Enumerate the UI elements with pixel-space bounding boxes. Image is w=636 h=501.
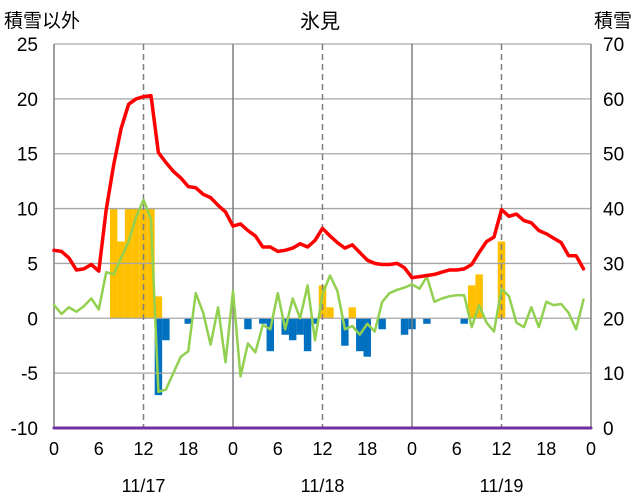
series-2-bar xyxy=(259,318,267,324)
date-label: 11/17 xyxy=(122,476,166,496)
x-tick-label: 12 xyxy=(312,439,332,459)
y-tick-label: 20 xyxy=(17,90,38,111)
series-2-bar xyxy=(162,318,170,341)
series-5-line xyxy=(52,93,586,280)
y2-tick-label: 10 xyxy=(603,364,624,385)
series-2-bar xyxy=(460,318,468,324)
series-2-bar xyxy=(244,318,252,330)
y2-axis-title: 積雪 xyxy=(594,10,632,32)
series-2-bar xyxy=(303,318,312,352)
series-2-bar xyxy=(184,318,192,324)
y-tick-label: -10 xyxy=(11,419,38,440)
x-tick-label: 12 xyxy=(491,439,511,459)
y-tick-label: 25 xyxy=(17,35,38,56)
y-tick-label: 0 xyxy=(27,309,38,330)
x-tick-label: 18 xyxy=(178,439,198,459)
series-2-bar xyxy=(341,318,349,346)
y-tick-label: 5 xyxy=(27,254,38,275)
y-tick-label: 15 xyxy=(17,145,38,166)
x-tick-label: 0 xyxy=(407,439,417,459)
y-tick-label: 10 xyxy=(17,200,38,221)
series-2-bar xyxy=(400,318,409,335)
y-axis-title: 積雪以外 xyxy=(4,10,80,32)
y2-tick-label: 30 xyxy=(603,254,624,275)
series-2-bar xyxy=(378,318,386,330)
y-tick-label: -5 xyxy=(21,364,38,385)
x-tick-label: 0 xyxy=(228,439,238,459)
y2-tick-label: 60 xyxy=(603,90,624,111)
series-2-bar xyxy=(296,318,304,335)
x-tick-label: 0 xyxy=(49,439,59,459)
y2-tick-label: 40 xyxy=(603,200,624,221)
series-1-bar xyxy=(348,307,357,319)
series-2-bar xyxy=(266,318,275,352)
y2-tick-label: 0 xyxy=(603,419,614,440)
x-tick-label: 6 xyxy=(273,439,283,459)
lines-layer xyxy=(52,93,593,430)
series-1-bar xyxy=(467,285,476,319)
x-tick-label: 18 xyxy=(536,439,556,459)
series-1-bar xyxy=(326,307,334,319)
y2-tick-label: 70 xyxy=(603,35,624,56)
series-2-bar xyxy=(423,318,431,324)
series-1-bar xyxy=(117,241,125,319)
y2-tick-label: 50 xyxy=(603,145,624,166)
x-tick-label: 18 xyxy=(357,439,377,459)
chart-title: 氷見 xyxy=(300,10,340,33)
series-2-bar xyxy=(288,318,297,341)
series-4-line xyxy=(52,198,585,394)
series-2-bar xyxy=(363,318,371,357)
series-1-bar xyxy=(475,274,483,319)
series-1-bar xyxy=(154,296,163,319)
x-tick-label: 6 xyxy=(452,439,462,459)
date-label: 11/18 xyxy=(301,476,345,496)
series-2-bar xyxy=(154,318,163,396)
grid-layer xyxy=(53,43,592,429)
y2-tick-label: 20 xyxy=(603,309,624,330)
date-label: 11/19 xyxy=(480,476,524,496)
x-tick-label: 6 xyxy=(94,439,104,459)
series-2-bar xyxy=(311,318,319,324)
x-tick-label: 0 xyxy=(586,439,596,459)
x-tick-label: 12 xyxy=(133,439,153,459)
